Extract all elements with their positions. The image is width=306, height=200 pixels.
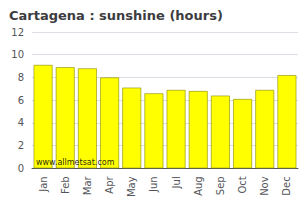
svg-text:10: 10 (11, 49, 24, 60)
svg-text:www.allmetsat.com: www.allmetsat.com (36, 158, 115, 167)
svg-text:Aug: Aug (193, 176, 204, 196)
svg-text:2: 2 (18, 140, 24, 151)
svg-text:Dec: Dec (281, 176, 292, 195)
svg-text:Jan: Jan (38, 176, 49, 192)
svg-text:12: 12 (11, 27, 24, 38)
svg-text:0: 0 (18, 163, 24, 174)
svg-text:Oct: Oct (237, 176, 248, 193)
svg-text:Nov: Nov (259, 176, 270, 196)
svg-text:Sep: Sep (215, 176, 226, 195)
svg-text:Jun: Jun (148, 176, 159, 193)
svg-text:Mar: Mar (82, 175, 93, 195)
svg-text:4: 4 (18, 117, 24, 128)
svg-text:6: 6 (18, 95, 24, 106)
svg-text:May: May (126, 176, 137, 197)
svg-text:Apr: Apr (104, 175, 115, 193)
svg-text:Jul: Jul (171, 176, 182, 189)
svg-text:8: 8 (18, 72, 24, 83)
svg-text:Feb: Feb (60, 176, 71, 194)
svg-text:Cartagena : sunshine (hours): Cartagena : sunshine (hours) (9, 8, 223, 23)
